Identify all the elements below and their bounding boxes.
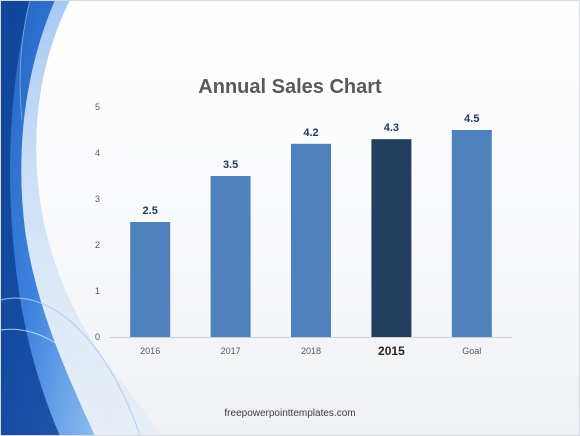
y-tick-label: 5 (95, 102, 100, 112)
y-tick-label: 3 (95, 194, 100, 204)
y-tick-label: 4 (95, 148, 100, 158)
bar (210, 176, 251, 337)
data-label: 4.3 (384, 122, 399, 134)
data-label: 3.5 (223, 159, 238, 171)
y-tick-label: 2 (95, 240, 100, 250)
x-tick-label: Goal (462, 346, 481, 356)
x-tick-label: 2016 (140, 346, 160, 356)
data-label: 4.5 (464, 113, 479, 125)
x-tick-label: 2017 (221, 346, 241, 356)
x-tick-label: 2015 (378, 344, 405, 358)
data-label: 2.5 (143, 205, 158, 217)
y-tick-label: 0 (95, 332, 100, 342)
y-tick-label: 1 (95, 286, 100, 296)
bar (291, 143, 331, 337)
x-tick-label: 2018 (301, 346, 321, 356)
bar (451, 130, 492, 337)
bar (130, 222, 171, 337)
chart-title: Annual Sales Chart (198, 76, 382, 98)
footer-credit: freepowerpointtemplates.com (224, 408, 356, 419)
bar (371, 139, 412, 337)
data-label: 4.2 (303, 127, 318, 139)
